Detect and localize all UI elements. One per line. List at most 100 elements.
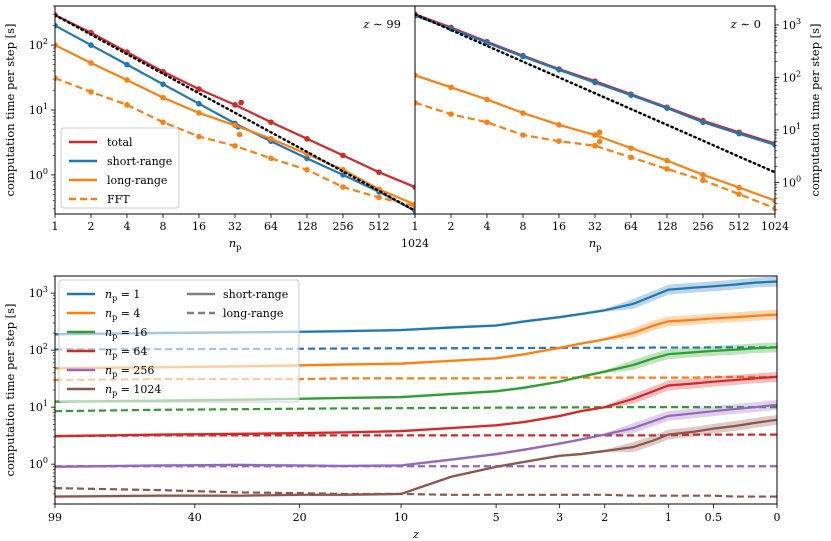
y-tick-label: 100	[782, 174, 801, 189]
np-4-long-range-line	[55, 375, 777, 382]
x-tick-label: 128	[297, 220, 318, 233]
x-tick-label: 512	[369, 220, 390, 233]
y-tick-label: 100	[29, 456, 48, 471]
np-256-short-range-line	[55, 403, 777, 468]
total-point	[376, 169, 382, 176]
x-axis-label: np	[589, 236, 602, 252]
x-tick-label: 5	[493, 511, 500, 524]
fft-point	[268, 155, 274, 162]
long-range-point	[160, 94, 166, 101]
x-tick-label: 1	[665, 511, 672, 524]
y-tick-label: 103	[782, 17, 801, 32]
x-axis-label: np	[229, 236, 242, 252]
long-range-point	[232, 122, 238, 129]
legend-label: np = 16	[105, 326, 147, 341]
fft-point	[196, 133, 202, 140]
y-tick-label: 100	[29, 167, 48, 182]
plot-area	[55, 12, 415, 214]
legend-label: np = 1	[105, 288, 140, 303]
fft-point	[124, 102, 130, 108]
long-range-point	[664, 157, 670, 164]
fft-point	[484, 119, 490, 126]
long-range-point	[772, 197, 775, 204]
plot-area	[415, 11, 775, 212]
y-tick-label: 101	[29, 102, 48, 117]
ideal-scaling-line	[415, 13, 775, 174]
x-tick-label: 4	[484, 220, 491, 233]
long-range-point	[592, 132, 598, 138]
short-range-point	[592, 79, 598, 86]
x-tick-label: 16	[552, 220, 566, 233]
short-range-point	[55, 22, 58, 29]
y-tick-label: 102	[29, 342, 48, 357]
long-range-point	[736, 184, 742, 191]
y-tick-label: 102	[29, 37, 48, 52]
long-range-point	[415, 72, 418, 79]
x-tick-label: 1	[412, 220, 419, 233]
panel-z99: 1 2 4 8 16 32 64 128 256 512 1024 100 101 102 np z ∼ 99…	[3, 5, 429, 252]
y-tick-label: 103	[29, 285, 48, 300]
short-range-point	[160, 81, 166, 87]
long-range-point	[55, 42, 58, 48]
panel-title: z ∼ 0	[730, 17, 761, 31]
x-tick-label: 512	[729, 220, 750, 233]
x-tick-label: 40	[188, 511, 202, 524]
x-tick-label: 256	[333, 220, 354, 233]
panel-redshift: 99 40 20 10 5 3 2 1 0.5 0 z 100 101 102 103 computation…	[3, 275, 781, 541]
legend-box	[58, 279, 300, 403]
x-tick-label: 0	[774, 511, 781, 524]
np-16-short-range-band	[55, 342, 777, 404]
fft-point	[88, 89, 94, 95]
fft-point	[556, 138, 562, 144]
panel-z0: 1 2 4 8 16 32 64 128 256 512 1024 100 101 102 103 np z ∼…	[412, 5, 822, 252]
total-point	[412, 184, 415, 190]
total-point	[232, 102, 238, 108]
x-tick-label: 32	[588, 220, 602, 233]
fft-point	[340, 184, 346, 190]
x-tick-label: 2	[448, 220, 455, 233]
fft-point	[448, 111, 454, 117]
short-range-point	[196, 100, 202, 107]
x-tick-label: 64	[264, 220, 278, 233]
y-tick-label: 101	[29, 399, 48, 414]
x-tick-label: 8	[160, 220, 167, 233]
long-range-point	[520, 110, 526, 116]
np-1-short-range-line	[55, 280, 777, 336]
y-axis-label: computation time per step [s]	[3, 23, 17, 196]
fft-point	[415, 99, 418, 106]
y-axis-label: computation time per step [s]	[808, 23, 822, 196]
np-1024-long-range-line	[55, 487, 777, 498]
fft-point	[772, 205, 775, 212]
fft-point	[55, 75, 58, 81]
short-range-point	[736, 130, 742, 137]
x-tick-label: 8	[520, 220, 527, 233]
long-range-point	[556, 122, 562, 128]
y-tick-label: 101	[782, 122, 801, 137]
x-axis-label: z	[412, 527, 420, 541]
x-tick-label: 1	[52, 220, 59, 233]
legend-label: long-range	[223, 307, 283, 320]
short-range-point	[700, 119, 706, 126]
legend-label: long-range	[107, 174, 167, 187]
np-16-long-range-line	[55, 406, 777, 413]
short-range-point	[556, 66, 562, 73]
plot-area	[55, 276, 777, 499]
short-range-point	[304, 155, 310, 162]
long-range-point	[124, 77, 130, 83]
total-point	[196, 86, 202, 92]
x-tick-label: 16	[192, 220, 206, 233]
np-1-short-range-band	[55, 276, 777, 336]
legend-label: np = 4	[105, 307, 140, 322]
total-point	[340, 152, 346, 159]
long-range-point	[700, 171, 706, 178]
long-range-point	[628, 145, 634, 151]
x-tick-label: 256	[693, 220, 714, 233]
fft-point	[736, 191, 742, 197]
long-range-point	[304, 151, 310, 157]
np-1024-short-range-line	[55, 418, 777, 498]
short-range-point	[772, 142, 775, 148]
np-4-short-range-band	[55, 309, 777, 370]
fft-point	[700, 177, 706, 184]
fft-point	[304, 166, 310, 173]
